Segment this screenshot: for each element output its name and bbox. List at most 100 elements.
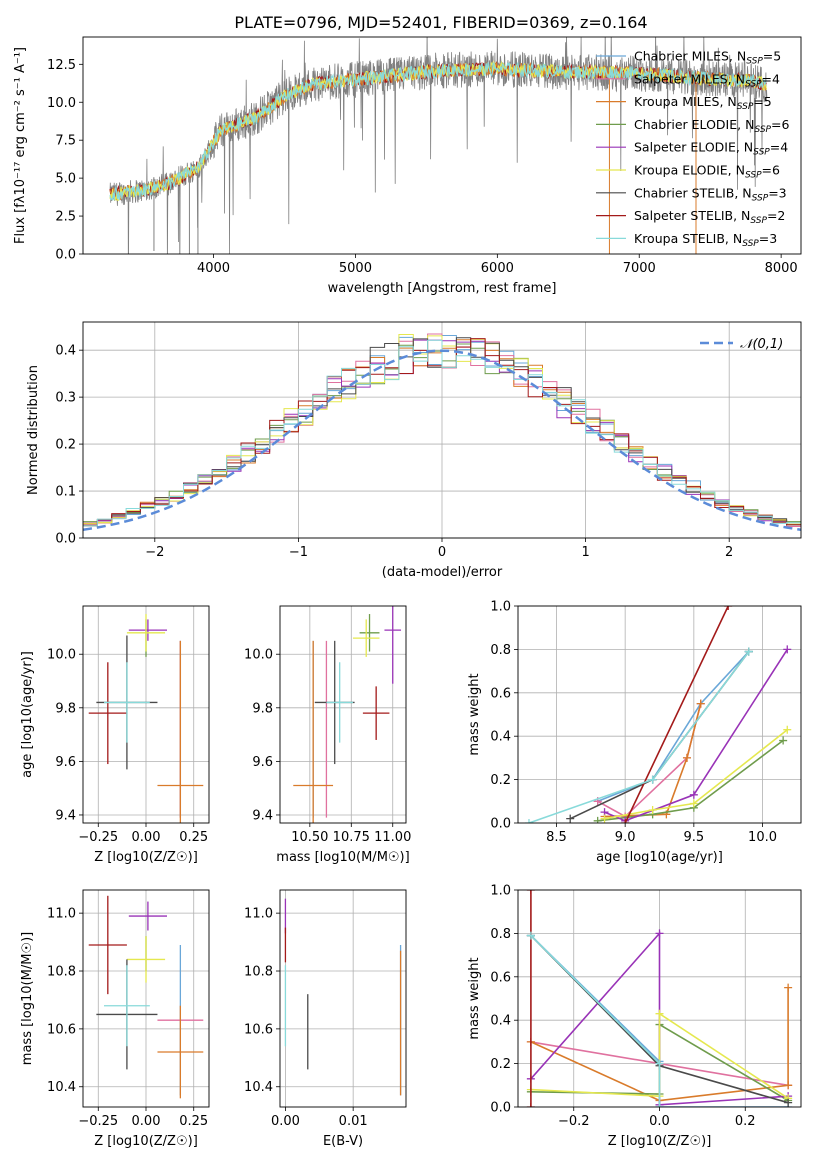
age_vs_Z-frame <box>82 605 210 824</box>
y-tick-label: 11.0 <box>244 907 273 922</box>
x-tick-label: −1 <box>289 545 308 560</box>
weight-marker-ks <box>526 931 535 940</box>
y-tick-label: 10.6 <box>47 1022 76 1037</box>
weight_vs_Z-ylabel: mass weight <box>467 957 482 1039</box>
weight-marker-ce <box>593 816 602 823</box>
y-tick-label: 10.4 <box>47 1080 76 1095</box>
mass_vs_Z-points <box>88 895 204 1099</box>
weight-line-ks <box>528 651 750 823</box>
y-tick-label: 9.8 <box>55 701 76 716</box>
gaussian-legend-label: 𝒩(0,1) <box>740 337 783 352</box>
weight-marker-km <box>784 983 793 992</box>
histogram-ks <box>83 339 801 527</box>
age_vs_mass-xlabel: mass [log10(M/M☉)] <box>276 850 409 865</box>
x-tick-label: 0.01 <box>339 1114 368 1129</box>
x-tick-label: 5000 <box>339 261 372 276</box>
weight-marker-ks <box>655 1059 664 1068</box>
x-tick-label: 0.00 <box>132 1114 161 1129</box>
x-tick-label: 4000 <box>197 261 230 276</box>
age_vs_mass-axes: 10.50 10.75 11.00 9.4 9.6 9.8 10.0 <box>244 606 411 845</box>
mass_vs_ebv-frame <box>279 889 407 1108</box>
weight_vs_age-axes: 8.5 9.0 9.5 10.0 0.0 0.2 0.4 0.6 0.8 1.0 <box>490 600 801 845</box>
y-tick-label: 9.4 <box>252 808 273 823</box>
residuals-axes: −2 −1 0 1 2 0.0 0.1 0.2 0.3 0.4 <box>55 322 801 560</box>
x-tick-label: 0.00 <box>132 830 161 845</box>
weight_vs_Z-lines <box>526 890 793 1107</box>
weight-marker-ss <box>526 890 535 894</box>
weight-marker-km <box>784 1081 793 1090</box>
weight-line-ks <box>530 935 661 1107</box>
x-tick-label: 0.0 <box>649 1114 670 1129</box>
residual-histograms <box>83 333 801 532</box>
x-tick-label: 9.0 <box>615 830 636 845</box>
weight-marker-km <box>682 753 691 762</box>
x-tick-label: 0.25 <box>179 830 208 845</box>
x-tick-label: 10.0 <box>748 830 777 845</box>
weight-marker-ks <box>744 647 753 656</box>
y-tick-label: 0.8 <box>490 643 511 658</box>
age_vs_Z-xlabel: Z [log10(Z/Z☉)] <box>94 850 198 865</box>
y-tick-label: 0.0 <box>55 248 76 263</box>
x-tick-label: 2 <box>725 545 733 560</box>
x-tick-label: 0.25 <box>179 1114 208 1129</box>
figure-title: PLATE=0796, MJD=52401, FIBERID=0369, z=0… <box>234 13 647 32</box>
y-tick-label: 1.0 <box>490 600 511 615</box>
spectrum-axes: 4000 5000 6000 7000 8000 0.0 2.5 5.0 7.5 10.0 12.5 <box>47 58 798 276</box>
y-tick-label: 10.8 <box>244 965 273 980</box>
age_vs_Z-points <box>88 614 204 823</box>
age_vs_mass-frame <box>279 605 407 824</box>
weight-marker-ke <box>689 799 698 808</box>
x-tick-label: −0.25 <box>78 830 118 845</box>
weight-marker-ce <box>779 736 788 745</box>
x-tick-label: 8000 <box>765 261 798 276</box>
weight-line-ss <box>624 606 729 823</box>
y-tick-label: 0.4 <box>55 344 76 359</box>
weight-marker-km <box>696 699 705 708</box>
weight-marker-ke <box>648 805 657 814</box>
x-tick-label: 7000 <box>623 261 656 276</box>
y-tick-label: 0.4 <box>490 1014 511 1029</box>
weight_vs_Z-xlabel: Z [log10(Z/Z☉)] <box>608 1134 712 1149</box>
legend-entry-cs: Chabrier STELIB, NSSP=3 <box>634 185 787 203</box>
residual-legend: 𝒩(0,1) <box>700 337 783 352</box>
weight-marker-ks <box>655 1103 664 1107</box>
weight-marker-se <box>783 645 792 654</box>
y-tick-label: 9.6 <box>252 755 273 770</box>
spectrum-xlabel: wavelength [Angstrom, rest frame] <box>328 281 557 296</box>
weight-line-cs <box>569 651 750 820</box>
y-tick-label: 11.0 <box>47 907 76 922</box>
y-tick-label: 0.0 <box>490 817 511 832</box>
weight_vs_Z-frame <box>517 889 802 1108</box>
y-tick-label: 0.0 <box>55 532 76 547</box>
legend-entry-se: Salpeter ELODIE, NSSP=4 <box>634 140 788 158</box>
y-tick-label: 10.8 <box>47 965 76 980</box>
residuals-xlabel: (data-model)/error <box>382 565 503 580</box>
y-tick-label: 2.5 <box>55 210 76 225</box>
y-tick-label: 9.6 <box>55 755 76 770</box>
spectrum-lines <box>109 37 768 254</box>
weight-marker-ss <box>621 819 630 823</box>
y-tick-label: 7.5 <box>55 134 76 149</box>
mass_vs_ebv-points <box>284 898 402 1096</box>
y-tick-label: 10.0 <box>47 96 76 111</box>
y-tick-label: 10.0 <box>47 648 76 663</box>
y-tick-label: 9.8 <box>252 701 273 716</box>
legend-entry-ke: Kroupa ELODIE, NSSP=6 <box>634 163 780 181</box>
y-tick-label: 0.1 <box>55 485 76 500</box>
weight-line-ke <box>530 1012 789 1099</box>
weight-marker-ks <box>648 775 657 784</box>
y-tick-label: 0.2 <box>490 1057 511 1072</box>
weight-line-km <box>604 703 702 818</box>
x-tick-label: 6000 <box>481 261 514 276</box>
y-tick-label: 10.0 <box>244 648 273 663</box>
x-tick-label: 0.2 <box>735 1114 756 1129</box>
mass_vs_ebv-axes: 0.00 0.01 10.4 10.6 10.8 11.0 <box>244 890 406 1129</box>
age_vs_mass-points <box>293 606 402 823</box>
y-tick-label: 1.0 <box>490 884 511 899</box>
legend-entry-ks: Kroupa STELIB, NSSP=3 <box>634 231 777 249</box>
legend-entry-sm: Salpeter MILES, NSSP=4 <box>634 71 780 89</box>
weight-marker-cs <box>784 1098 793 1107</box>
x-tick-label: −0.25 <box>78 1114 118 1129</box>
weight-marker-ss <box>526 1103 535 1107</box>
